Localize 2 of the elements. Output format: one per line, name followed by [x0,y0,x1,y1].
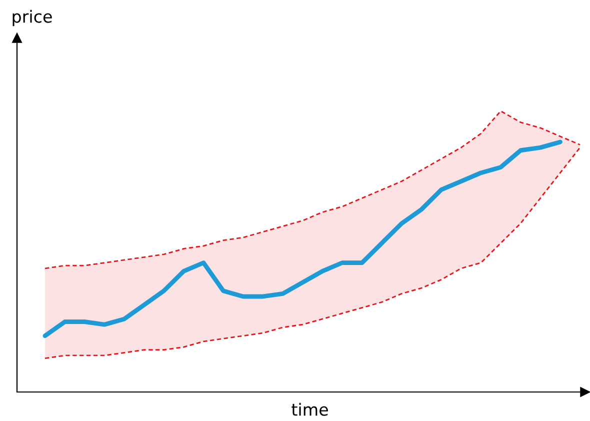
text: price [12,10,52,26]
x-axis-title: time [292,402,328,416]
